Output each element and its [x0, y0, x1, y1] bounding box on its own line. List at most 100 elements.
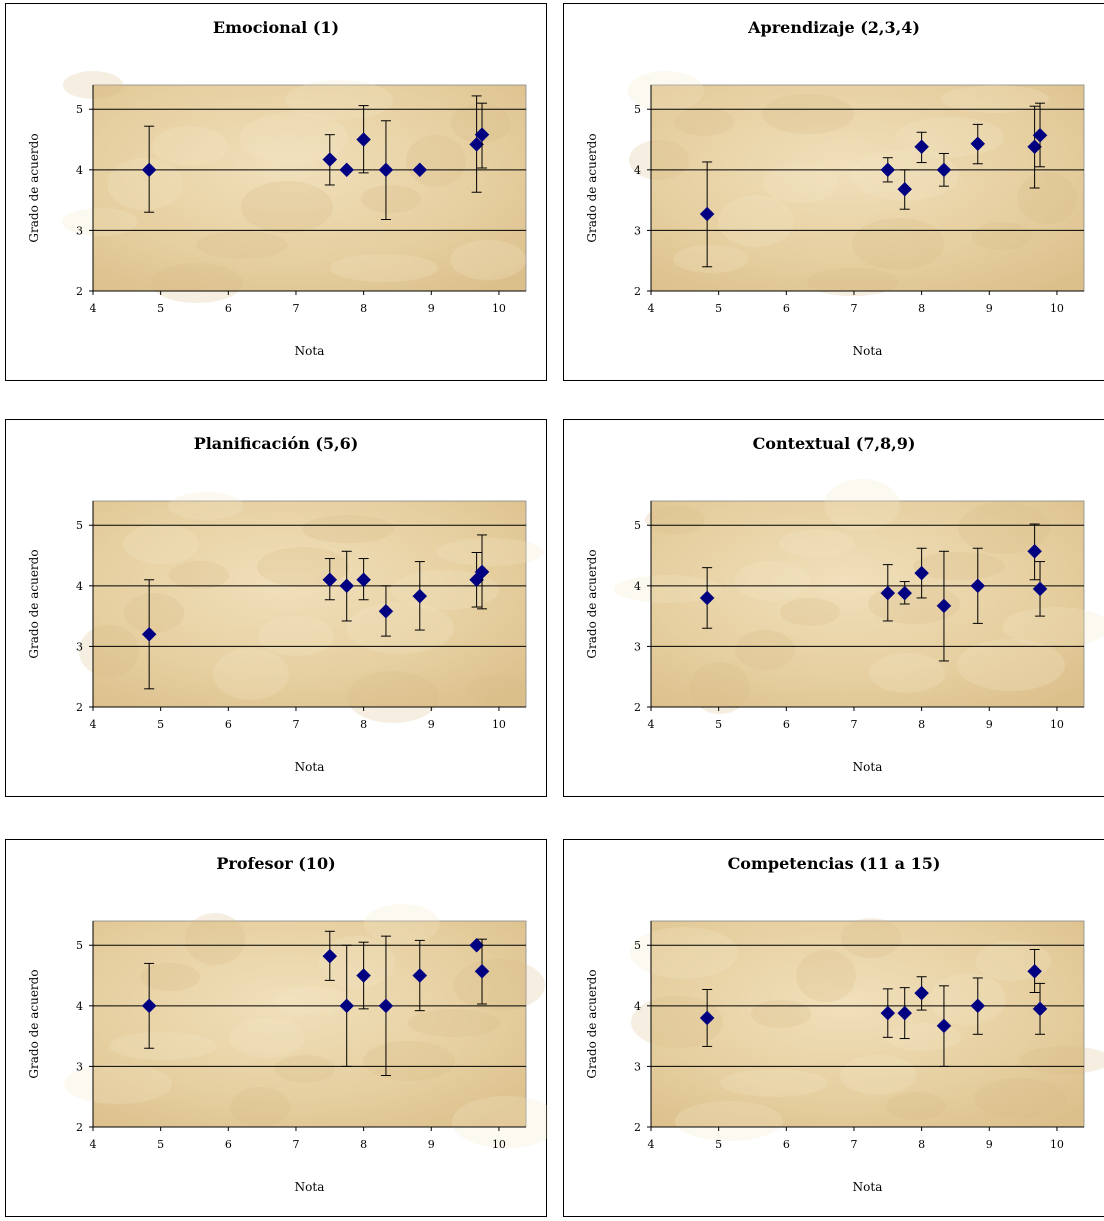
x-tick-label: 5 — [715, 302, 722, 315]
texture-blob — [109, 1032, 217, 1060]
data-point-marker — [141, 162, 157, 178]
texture-blob — [974, 1078, 1066, 1118]
texture-blob — [436, 538, 544, 566]
x-tick-label: 9 — [428, 718, 435, 731]
chart-svg: 2 3 4 5 4 5 6 7 8 9 10 Nota Grado de acuerdo — [27, 904, 548, 1194]
texture-blob — [841, 918, 901, 958]
x-tick-label: 4 — [648, 1138, 655, 1151]
x-tick-label: 4 — [90, 302, 97, 315]
x-tick-label: 10 — [1050, 1138, 1064, 1151]
y-axis-label: Grado de acuerdo — [585, 133, 599, 242]
y-tick-label: 4 — [76, 164, 83, 177]
texture-blob — [406, 135, 466, 187]
texture-blob — [62, 208, 138, 236]
data-point-marker — [141, 998, 157, 1014]
texture-blob — [941, 85, 1049, 113]
texture-blob — [614, 575, 722, 603]
texture-blob — [628, 71, 704, 111]
x-axis-label: Nota — [295, 344, 325, 358]
texture-blob — [64, 1064, 172, 1104]
texture-blob — [240, 112, 348, 164]
texture-blob — [631, 996, 723, 1048]
x-tick-label: 7 — [850, 718, 857, 731]
y-tick-label: 2 — [634, 285, 641, 298]
x-tick-label: 7 — [292, 1138, 299, 1151]
texture-blob — [958, 502, 1050, 554]
x-tick-label: 7 — [292, 718, 299, 731]
texture-blob — [852, 218, 944, 270]
texture-blob — [302, 515, 394, 543]
data-point-marker — [936, 162, 952, 178]
texture-blob — [824, 479, 900, 531]
texture-blob — [347, 671, 439, 723]
y-tick-label: 2 — [76, 285, 83, 298]
x-tick-label: 7 — [292, 302, 299, 315]
data-point-marker — [356, 968, 371, 983]
data-point-marker — [914, 139, 929, 155]
x-tick-label: 10 — [492, 302, 506, 315]
x-tick-label: 8 — [918, 718, 925, 731]
y-tick-label: 5 — [76, 519, 83, 532]
x-tick-label: 4 — [648, 718, 655, 731]
texture-blob — [869, 653, 945, 693]
data-point-marker — [339, 162, 355, 178]
texture-blob — [718, 195, 794, 247]
texture-blob — [453, 959, 545, 1011]
data-point-marker — [378, 603, 394, 619]
texture-blob — [241, 181, 333, 233]
texture-blob — [930, 973, 1006, 1025]
chart-title: Competencias (11 a 15) — [727, 854, 941, 873]
data-point-marker — [378, 162, 394, 178]
texture-blob — [735, 630, 795, 670]
texture-blob — [780, 598, 840, 626]
texture-blob — [450, 240, 526, 280]
data-point-marker — [339, 578, 355, 594]
y-tick-label: 3 — [634, 224, 641, 237]
data-point-marker — [474, 963, 490, 979]
data-point-marker — [880, 162, 896, 178]
texture-blob — [230, 1087, 290, 1127]
texture-blob — [1002, 607, 1104, 647]
x-tick-label: 4 — [90, 718, 97, 731]
texture-blob — [330, 254, 438, 282]
data-point-marker — [356, 132, 371, 147]
chart-panel: Planificación (5,6) 2 3 4 5 4 5 6 7 8 9 10 Nota Grado… — [5, 419, 547, 797]
data-point-marker — [412, 162, 428, 178]
data-point-marker — [141, 626, 157, 642]
y-tick-label: 2 — [634, 701, 641, 714]
x-tick-label: 9 — [428, 302, 435, 315]
texture-blob — [720, 1069, 828, 1097]
chart-panel: Emocional (1) 2 3 4 5 4 5 6 7 8 9 10 Nota Grado de ac… — [5, 3, 547, 381]
y-tick-label: 3 — [76, 224, 83, 237]
texture-blob — [913, 552, 1005, 580]
x-tick-label: 4 — [90, 1138, 97, 1151]
x-tick-label: 6 — [225, 302, 232, 315]
y-tick-label: 5 — [634, 939, 641, 952]
data-point-marker — [1032, 127, 1048, 143]
texture-blob — [674, 108, 734, 136]
x-tick-label: 8 — [360, 718, 367, 731]
y-tick-label: 2 — [76, 701, 83, 714]
data-point-marker — [699, 1010, 715, 1026]
y-axis-label: Grado de acuerdo — [27, 969, 41, 1078]
x-tick-label: 9 — [986, 718, 993, 731]
y-tick-label: 5 — [76, 103, 83, 116]
texture-blob — [840, 1055, 916, 1095]
texture-blob — [319, 936, 395, 988]
y-axis-label: Grado de acuerdo — [585, 969, 599, 1078]
y-tick-label: 3 — [76, 1060, 83, 1073]
data-point-marker — [322, 572, 338, 588]
chart-title: Profesor (10) — [216, 854, 336, 873]
chart-panel: Contextual (7,8,9) 2 3 4 5 4 5 6 7 8 9 10 Nota Grado … — [563, 419, 1104, 797]
y-axis-label: Grado de acuerdo — [27, 549, 41, 658]
x-tick-label: 5 — [157, 718, 164, 731]
chart-svg: 2 3 4 5 4 5 6 7 8 9 10 Nota Grado de acuerdo — [27, 71, 527, 358]
data-point-marker — [469, 137, 484, 152]
y-tick-label: 4 — [634, 580, 641, 593]
texture-blob — [408, 1009, 500, 1037]
data-point-marker — [699, 590, 715, 606]
data-point-marker — [914, 565, 929, 581]
texture-blob — [213, 648, 289, 700]
texture-blob — [779, 529, 855, 557]
y-tick-label: 4 — [76, 580, 83, 593]
